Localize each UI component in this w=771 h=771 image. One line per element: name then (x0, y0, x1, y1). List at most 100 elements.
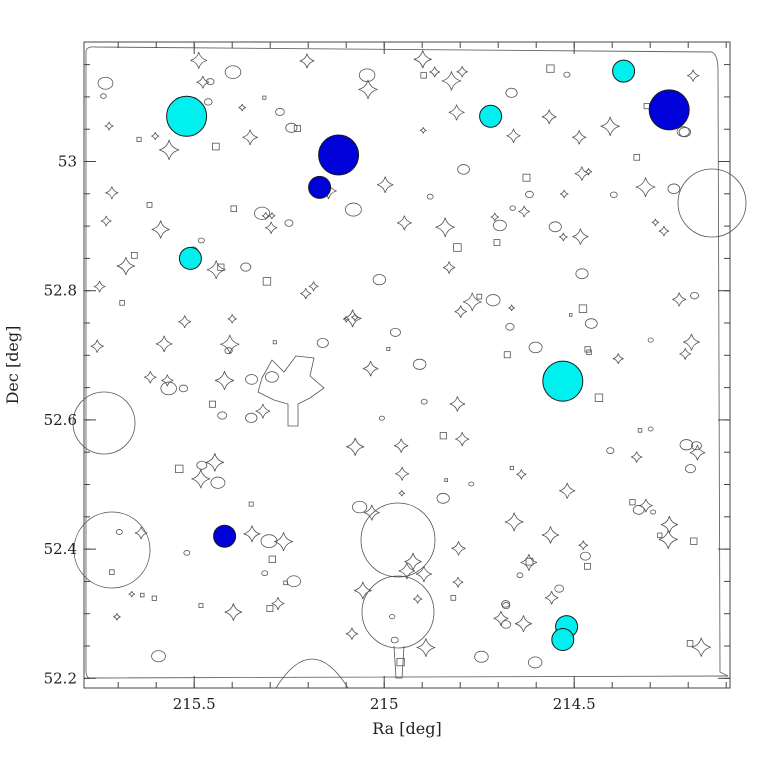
mask-circle (361, 575, 435, 649)
source-mask (198, 603, 204, 609)
y-tick-label: 52.2 (44, 669, 77, 687)
source-mask (689, 444, 706, 461)
source-mask (580, 551, 591, 561)
mask-star (257, 355, 325, 427)
source-mask (151, 132, 160, 141)
data-point (178, 246, 202, 270)
source-mask (525, 190, 534, 199)
source-mask (308, 281, 319, 292)
source-mask (272, 340, 277, 345)
source-mask (240, 262, 252, 272)
source-mask (217, 411, 228, 420)
source-mask (504, 512, 524, 532)
source-mask (493, 239, 501, 246)
source-mask (372, 274, 387, 286)
source-mask (262, 95, 267, 100)
mask-circle (677, 168, 747, 238)
source-mask (395, 466, 410, 481)
source-mask (146, 201, 153, 208)
x-axis-title: Ra [deg] (372, 719, 441, 738)
source-mask (650, 509, 657, 515)
source-mask (413, 594, 423, 604)
source-mask (594, 393, 604, 402)
source-mask (490, 212, 499, 222)
source-mask (439, 432, 447, 440)
source-mask (690, 537, 698, 545)
source-mask (345, 627, 359, 640)
source-mask (203, 98, 213, 106)
y-axis-title: Dec [deg] (3, 326, 22, 405)
source-mask (274, 532, 294, 552)
source-mask (679, 439, 694, 451)
source-mask (196, 460, 208, 470)
source-mask (238, 103, 246, 112)
source-mask (97, 76, 114, 90)
source-mask (687, 69, 700, 82)
data-point (166, 95, 208, 137)
source-mask (376, 176, 394, 194)
source-mask (452, 576, 464, 588)
source-mask (554, 584, 565, 593)
mask-circle (72, 391, 136, 455)
source-mask (629, 499, 636, 506)
source-mask (476, 293, 483, 300)
source-mask (435, 217, 455, 237)
source-mask (462, 292, 482, 312)
source-mask (683, 333, 700, 351)
source-mask (559, 482, 576, 499)
source-mask (449, 396, 466, 412)
source-mask (205, 453, 224, 472)
source-mask (548, 221, 562, 233)
source-mask (104, 121, 114, 131)
source-mask (196, 75, 210, 89)
source-mask (528, 656, 543, 669)
source-mask (506, 128, 521, 143)
source-mask (386, 346, 391, 351)
source-mask (100, 215, 112, 227)
source-mask (227, 314, 237, 324)
source-mask (442, 261, 456, 274)
source-mask (155, 335, 173, 353)
source-mask (633, 154, 641, 161)
source-mask (159, 139, 180, 160)
data-point (551, 628, 575, 652)
source-mask (413, 50, 432, 69)
source-mask (635, 177, 656, 197)
source-mask (515, 615, 532, 633)
source-mask (544, 591, 559, 605)
source-mask (286, 575, 301, 588)
source-mask (144, 371, 157, 384)
source-mask (647, 426, 654, 432)
source-mask (136, 136, 142, 142)
source-mask (268, 212, 276, 220)
source-mask (643, 102, 650, 110)
source-mask (468, 481, 475, 487)
source-mask (183, 550, 191, 556)
data-point (213, 524, 237, 548)
source-mask (676, 126, 690, 137)
source-mask (516, 572, 524, 579)
source-mask (178, 315, 192, 329)
source-mask (178, 384, 189, 393)
source-mask (426, 193, 434, 200)
source-mask (208, 400, 216, 408)
source-mask (245, 412, 258, 423)
source-mask (505, 87, 518, 98)
source-mask (285, 122, 298, 133)
source-mask (584, 318, 598, 329)
source-mask (248, 501, 254, 507)
source-mask (503, 351, 511, 359)
source-mask (667, 183, 681, 195)
data-point (542, 360, 584, 402)
source-mask (600, 116, 620, 136)
source-mask (345, 202, 362, 217)
source-mask (568, 313, 573, 317)
source-mask (224, 603, 243, 621)
source-mask (109, 569, 115, 575)
source-mask (397, 215, 412, 231)
source-mask (563, 71, 571, 78)
source-mask (420, 72, 427, 79)
source-mask (268, 555, 276, 563)
source-mask (639, 498, 653, 513)
small-source-masks (90, 50, 711, 669)
